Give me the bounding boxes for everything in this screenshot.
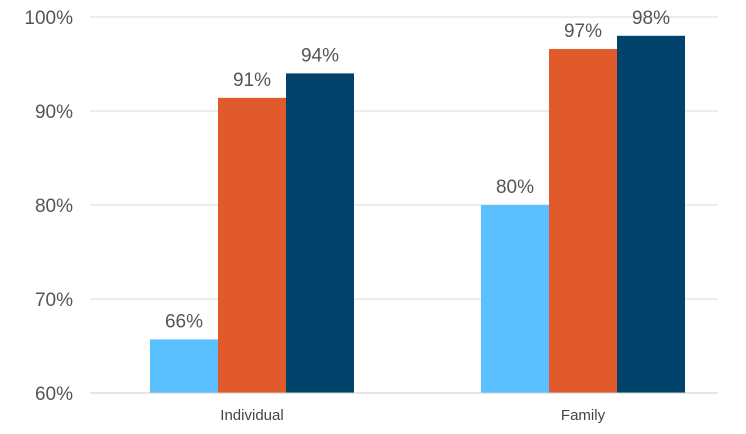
bar xyxy=(150,339,218,393)
x-tick-label: Family xyxy=(561,407,606,424)
data-label: 91% xyxy=(233,70,271,91)
y-tick-label: 70% xyxy=(35,290,73,311)
bar xyxy=(617,35,685,394)
bar xyxy=(549,48,617,394)
bars xyxy=(150,35,685,394)
bar xyxy=(481,205,549,393)
y-tick-label: 90% xyxy=(35,102,73,123)
y-tick-label: 80% xyxy=(35,196,73,217)
y-axis-tick-labels: 60% 70% 80% 90% 100% xyxy=(24,8,73,405)
data-labels: 66% 91% 94% 80% 97% 98% xyxy=(165,8,670,333)
x-tick-label: Individual xyxy=(220,407,283,424)
y-tick-label: 60% xyxy=(35,384,73,405)
data-label: 98% xyxy=(632,8,670,29)
data-label: 97% xyxy=(564,21,602,42)
data-label: 94% xyxy=(301,45,339,66)
y-tick-label: 100% xyxy=(24,8,73,29)
bar xyxy=(218,97,286,393)
x-axis-tick-labels: Individual Family xyxy=(220,407,605,424)
data-label: 80% xyxy=(496,177,534,198)
bar xyxy=(286,73,354,394)
data-label: 66% xyxy=(165,311,203,332)
